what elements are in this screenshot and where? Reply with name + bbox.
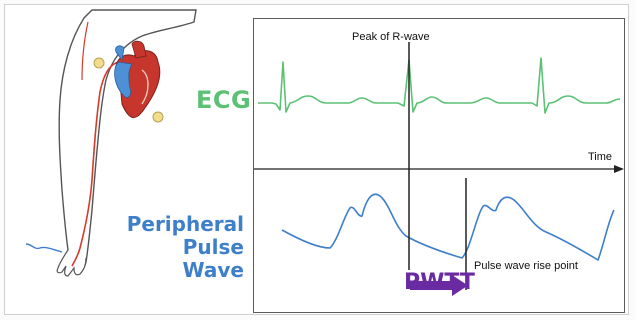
sensor-dot (152, 111, 164, 123)
peak-r-wave-label: Peak of R-wave (352, 31, 430, 43)
peripheral-label-line1: Peripheral (126, 212, 244, 236)
pwtt-label: PWTT (404, 270, 475, 295)
sensor-dot (93, 57, 105, 69)
peripheral-label-line2: Pulse Wave (182, 235, 244, 282)
pwtt-label-bg (402, 270, 410, 300)
hand-outline (56, 249, 87, 277)
time-axis-label: Time (588, 151, 613, 163)
artery-line (71, 61, 125, 267)
ecg-trace (258, 57, 621, 114)
heart-icon (114, 40, 161, 119)
peripheral-pulse-label: Peripheral Pulse Wave (118, 213, 244, 282)
time-axis-arrowhead (614, 165, 624, 173)
artery-line-secondary (81, 21, 89, 81)
pwtt-arrow-head (452, 275, 468, 296)
rise-point-label: Pulse wave rise point (474, 260, 578, 272)
pulse-wave-trace (281, 193, 615, 261)
wrist-tether (25, 243, 63, 253)
plot-panel (253, 18, 625, 313)
ecg-label: ECG (196, 86, 252, 114)
pwtt-arrow-shaft (410, 281, 454, 290)
